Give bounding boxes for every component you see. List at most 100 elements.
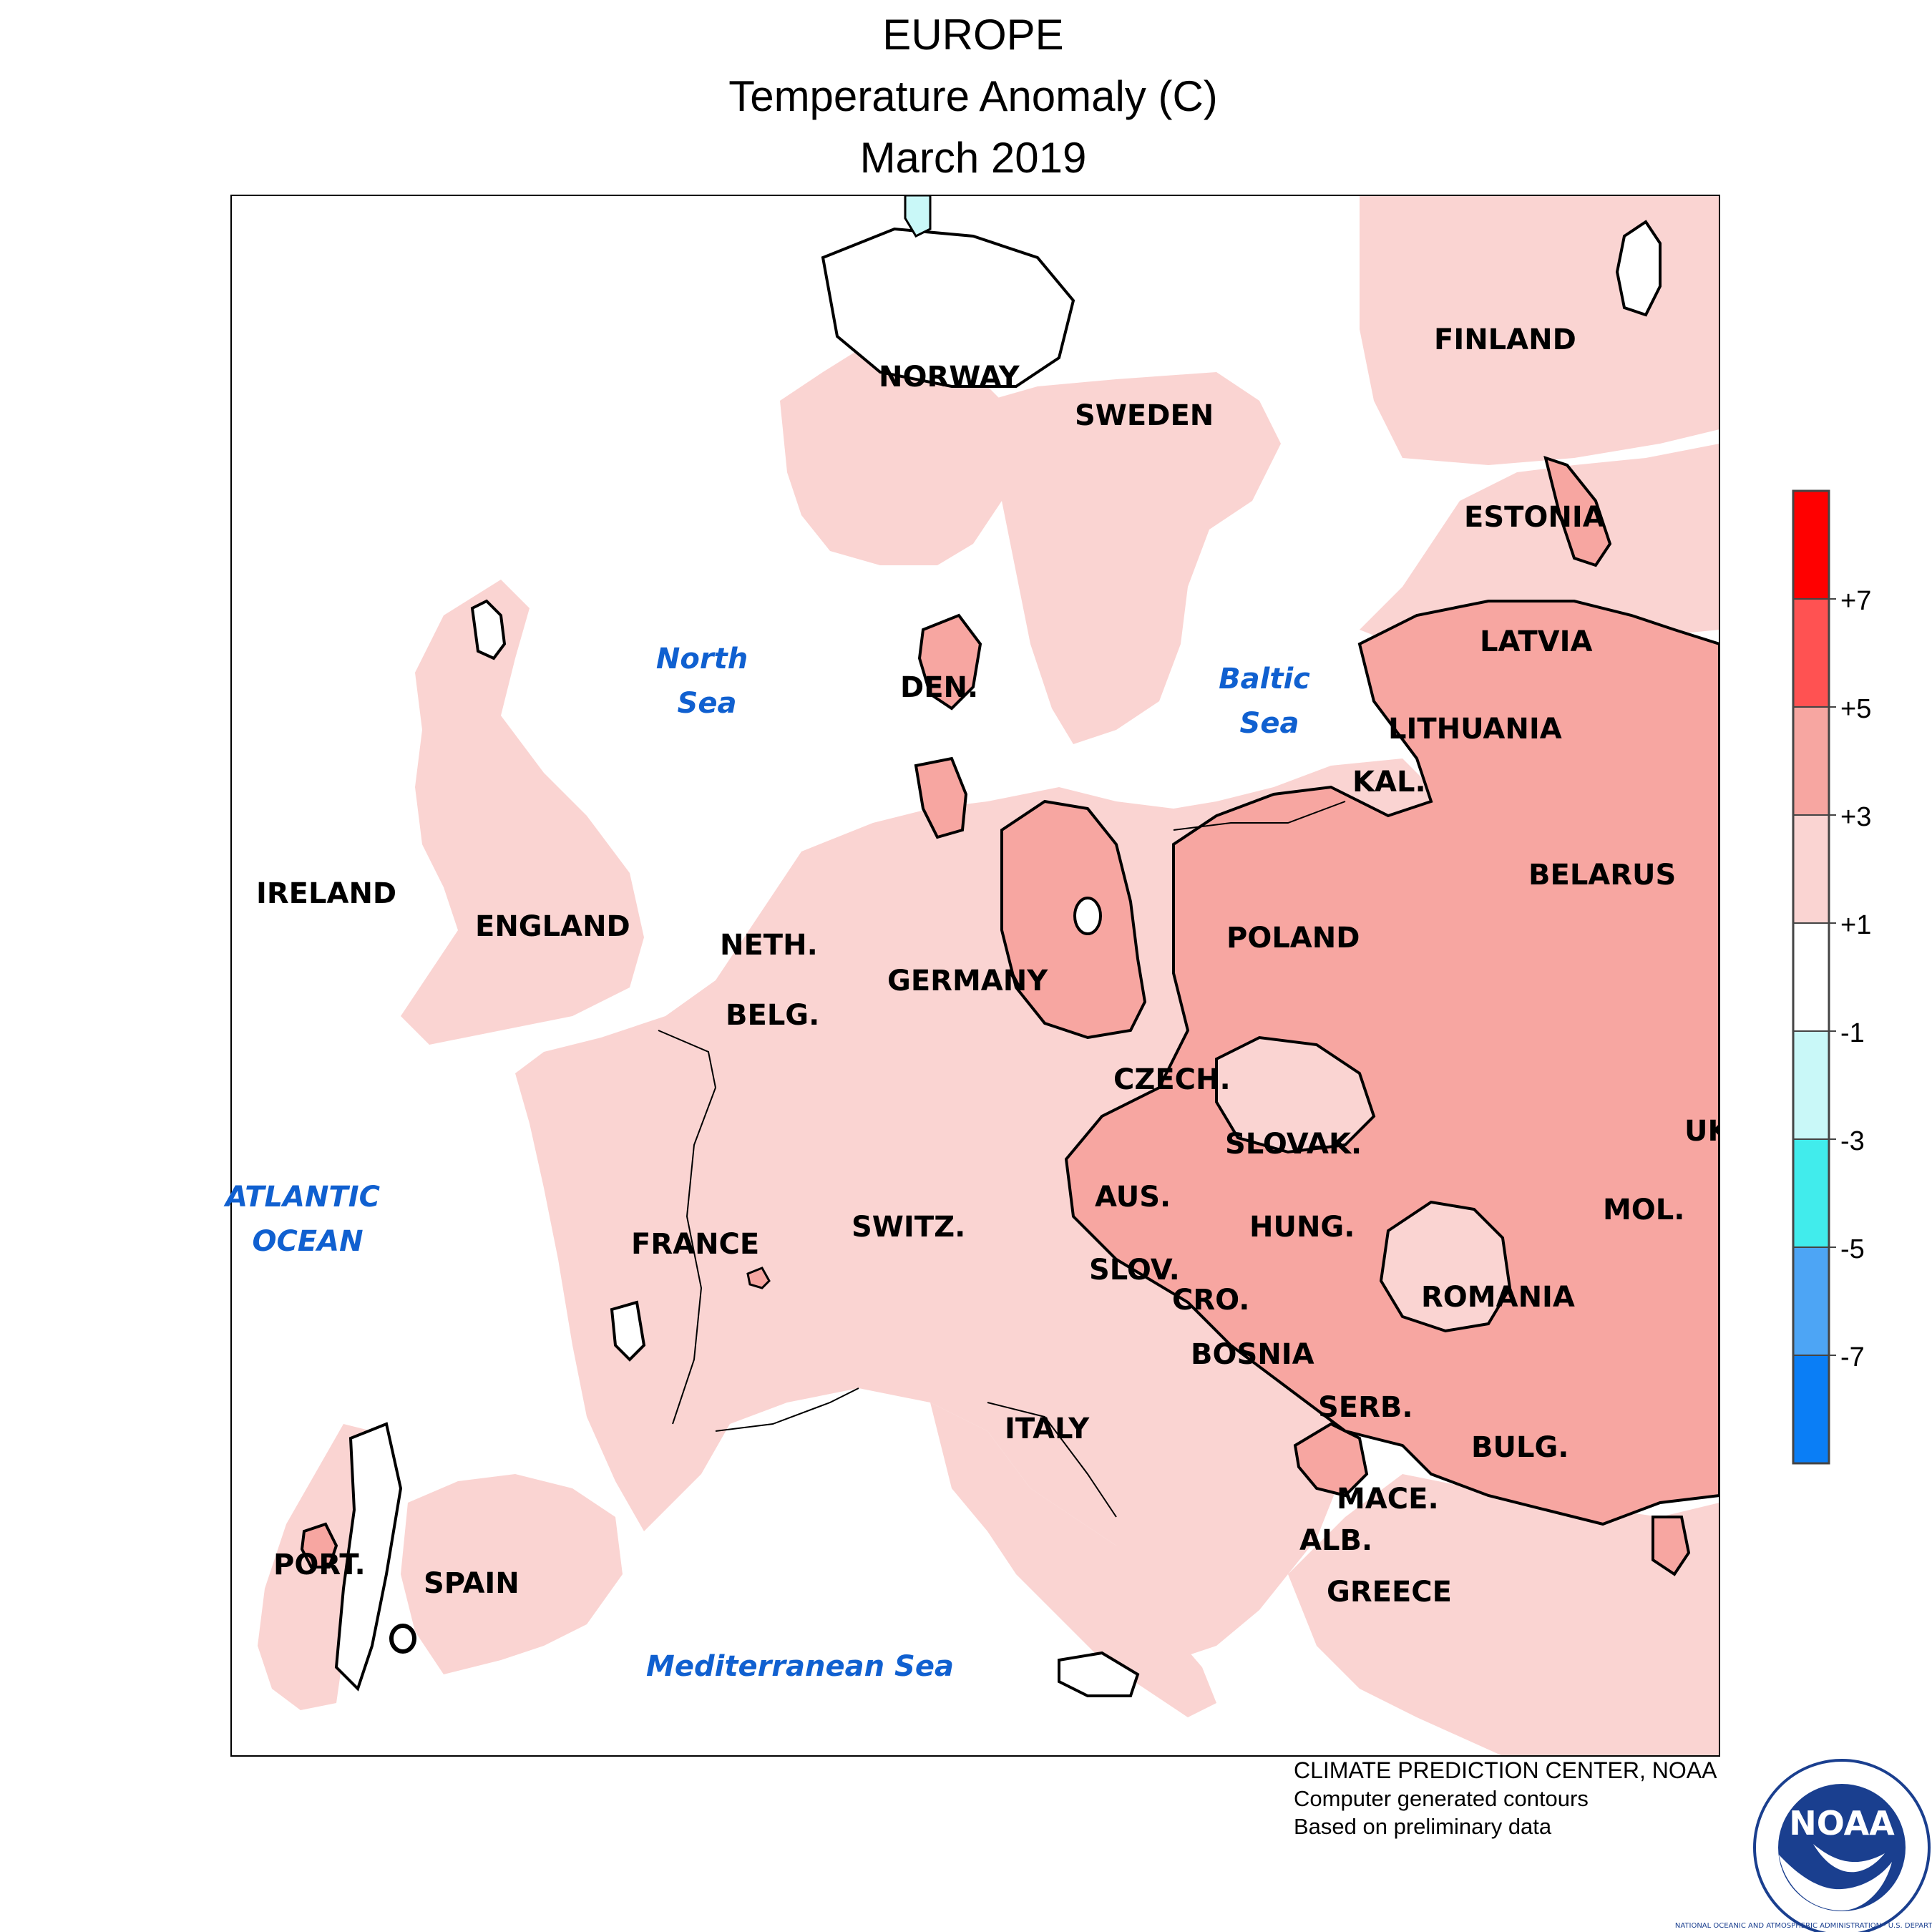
country-label-slovenia: SLOV. bbox=[1089, 1254, 1180, 1287]
anomaly-region-schleswig bbox=[914, 756, 968, 839]
country-label-denmark: DEN. bbox=[900, 671, 978, 704]
anomaly-pocket-romania bbox=[1379, 1200, 1512, 1333]
water-label-atlantic-ocean-line-2: OCEAN bbox=[252, 1225, 363, 1258]
legend-swatch bbox=[1792, 1246, 1830, 1356]
country-label-england: ENGLAND bbox=[475, 910, 630, 943]
anomaly-region-albania bbox=[1293, 1422, 1369, 1498]
country-label-czechia: CZECH. bbox=[1113, 1063, 1231, 1096]
legend-swatch bbox=[1792, 706, 1830, 816]
legend-swatch bbox=[1792, 490, 1830, 600]
legend-swatch bbox=[1792, 598, 1830, 708]
legend-tick-label: +1 bbox=[1840, 910, 1871, 940]
anomaly-region-turkey-west bbox=[1652, 1516, 1691, 1576]
country-label-latvia: LATVIA bbox=[1480, 625, 1592, 658]
water-label-north-sea: North Sea bbox=[656, 643, 758, 720]
anomaly-region-spain-interior bbox=[401, 1474, 623, 1674]
country-label-kaliningrad: KAL. bbox=[1352, 766, 1426, 799]
noaa-logo-bird bbox=[1813, 1844, 1885, 1873]
legend-swatch bbox=[1792, 922, 1830, 1032]
country-label-greece: GREECE bbox=[1327, 1576, 1452, 1609]
country-labels: NORWAY SWEDEN FINLAND ESTONIA LATVIA LIT… bbox=[256, 323, 1731, 1609]
water-label-north-sea-line-2: Sea bbox=[678, 687, 737, 720]
anomaly-region-uk bbox=[401, 580, 644, 1045]
country-label-moldova: MOL. bbox=[1603, 1194, 1685, 1226]
country-label-portugal: PORT. bbox=[273, 1548, 366, 1581]
legend-swatch bbox=[1792, 814, 1830, 924]
noaa-logo-text: NOAA bbox=[1789, 1804, 1895, 1843]
noaa-logo: NOAA NATIONAL OCEANIC AND ATMOSPHERIC AD… bbox=[1675, 1759, 1932, 1932]
water-label-baltic-sea: Baltic Sea bbox=[1219, 663, 1320, 740]
country-label-ireland: IRELAND bbox=[256, 877, 396, 910]
anomaly-pocket-finland bbox=[1615, 220, 1662, 317]
anomaly-region-portugal bbox=[300, 1522, 338, 1568]
country-label-north-macedonia: MACE. bbox=[1337, 1483, 1439, 1516]
country-label-albania: ALB. bbox=[1299, 1524, 1372, 1557]
legend-border bbox=[1792, 489, 1830, 1465]
country-label-slovakia: SLOVAK. bbox=[1225, 1128, 1362, 1161]
country-label-estonia: ESTONIA bbox=[1464, 501, 1605, 534]
country-label-ukraine: UK bbox=[1684, 1115, 1731, 1148]
country-label-switzerland: SWITZ. bbox=[852, 1211, 965, 1244]
anomaly-region-estonia bbox=[1543, 455, 1612, 567]
title-line-3: March 2019 bbox=[859, 134, 1087, 182]
country-label-norway: NORWAY bbox=[879, 361, 1020, 394]
map-frame bbox=[230, 195, 1720, 1757]
legend-tick-label: -1 bbox=[1840, 1018, 1865, 1048]
title-line-2: Temperature Anomaly (C) bbox=[728, 72, 1218, 120]
water-labels: North Sea Baltic Sea ATLANTIC OCEAN Medi… bbox=[223, 643, 1320, 1683]
title-line-1: EUROPE bbox=[882, 11, 1064, 59]
country-label-netherlands: NETH. bbox=[720, 929, 818, 962]
credit-line-3: Based on preliminary data bbox=[1294, 1814, 1552, 1839]
water-label-baltic-sea-line: Baltic bbox=[1219, 663, 1310, 696]
country-label-bulgaria: BULG. bbox=[1471, 1431, 1568, 1464]
country-label-croatia: CRO. bbox=[1172, 1284, 1249, 1317]
legend-swatch bbox=[1792, 1138, 1830, 1248]
anomaly-pocket-spain-spot bbox=[389, 1624, 416, 1654]
country-label-sweden: SWEDEN bbox=[1075, 399, 1214, 432]
water-label-baltic-sea-line-2: Sea bbox=[1240, 707, 1299, 740]
anomaly-region-germany-east bbox=[1000, 799, 1147, 1040]
legend-tick-label: -7 bbox=[1840, 1342, 1865, 1372]
country-label-poland: POLAND bbox=[1226, 922, 1360, 955]
noaa-logo-wave bbox=[1779, 1855, 1892, 1911]
anomaly-pocket-sicily bbox=[1058, 1651, 1140, 1697]
anomaly-region-sweden bbox=[987, 372, 1281, 744]
credit-line-2: Computer generated contours bbox=[1294, 1786, 1589, 1811]
country-label-lithuania: LITHUANIA bbox=[1388, 713, 1562, 746]
anomaly-region-baltics bbox=[1360, 444, 1719, 658]
legend-tick-label: +3 bbox=[1840, 802, 1871, 832]
country-label-france: FRANCE bbox=[631, 1228, 759, 1261]
country-label-hungary: HUNG. bbox=[1249, 1211, 1355, 1244]
legend-tick-label: +5 bbox=[1840, 694, 1871, 724]
anomaly-pocket-france-west bbox=[610, 1300, 646, 1362]
legend-tick-label: +7 bbox=[1840, 586, 1871, 616]
anomaly-pocket-norway-north bbox=[821, 227, 1075, 388]
credit-line-1: CLIMATE PREDICTION CENTER, NOAA bbox=[1294, 1757, 1717, 1783]
legend-tick-label: -3 bbox=[1840, 1126, 1865, 1156]
anomaly-region-italy bbox=[930, 1402, 1216, 1717]
water-label-north-sea-line: North bbox=[656, 643, 748, 675]
anomaly-region-denmark bbox=[917, 613, 982, 711]
anomaly-pocket-germany bbox=[1073, 897, 1102, 935]
legend: +7 +5 +3 +1 -1 -3 -5 -7 bbox=[1792, 489, 1871, 1465]
country-label-germany: GERMANY bbox=[887, 965, 1048, 997]
country-label-italy: ITALY bbox=[1005, 1413, 1090, 1445]
map-shading bbox=[258, 195, 1719, 1756]
anomaly-pocket-cool bbox=[904, 195, 932, 238]
legend-swatch bbox=[1792, 1355, 1830, 1464]
coastline-hint bbox=[658, 801, 1346, 1518]
anomaly-pocket-scotland bbox=[470, 599, 507, 660]
country-label-belarus: BELARUS bbox=[1528, 859, 1676, 892]
country-label-bosnia: BOSNIA bbox=[1191, 1338, 1314, 1371]
anomaly-region-poland-belarus bbox=[1064, 600, 1719, 1526]
noaa-logo-ring-text: NATIONAL OCEANIC AND ATMOSPHERIC ADMINIS… bbox=[1675, 1922, 1932, 1930]
country-label-serbia: SERB. bbox=[1318, 1391, 1413, 1424]
anomaly-pocket-spain-west bbox=[334, 1422, 403, 1692]
legend-tick-label: -5 bbox=[1840, 1234, 1865, 1264]
country-label-belgium: BELG. bbox=[726, 999, 819, 1032]
water-label-atlantic-ocean: ATLANTIC OCEAN bbox=[223, 1181, 390, 1258]
country-label-austria: AUS. bbox=[1095, 1181, 1171, 1214]
anomaly-pocket-czech-slovak bbox=[1215, 1035, 1376, 1154]
